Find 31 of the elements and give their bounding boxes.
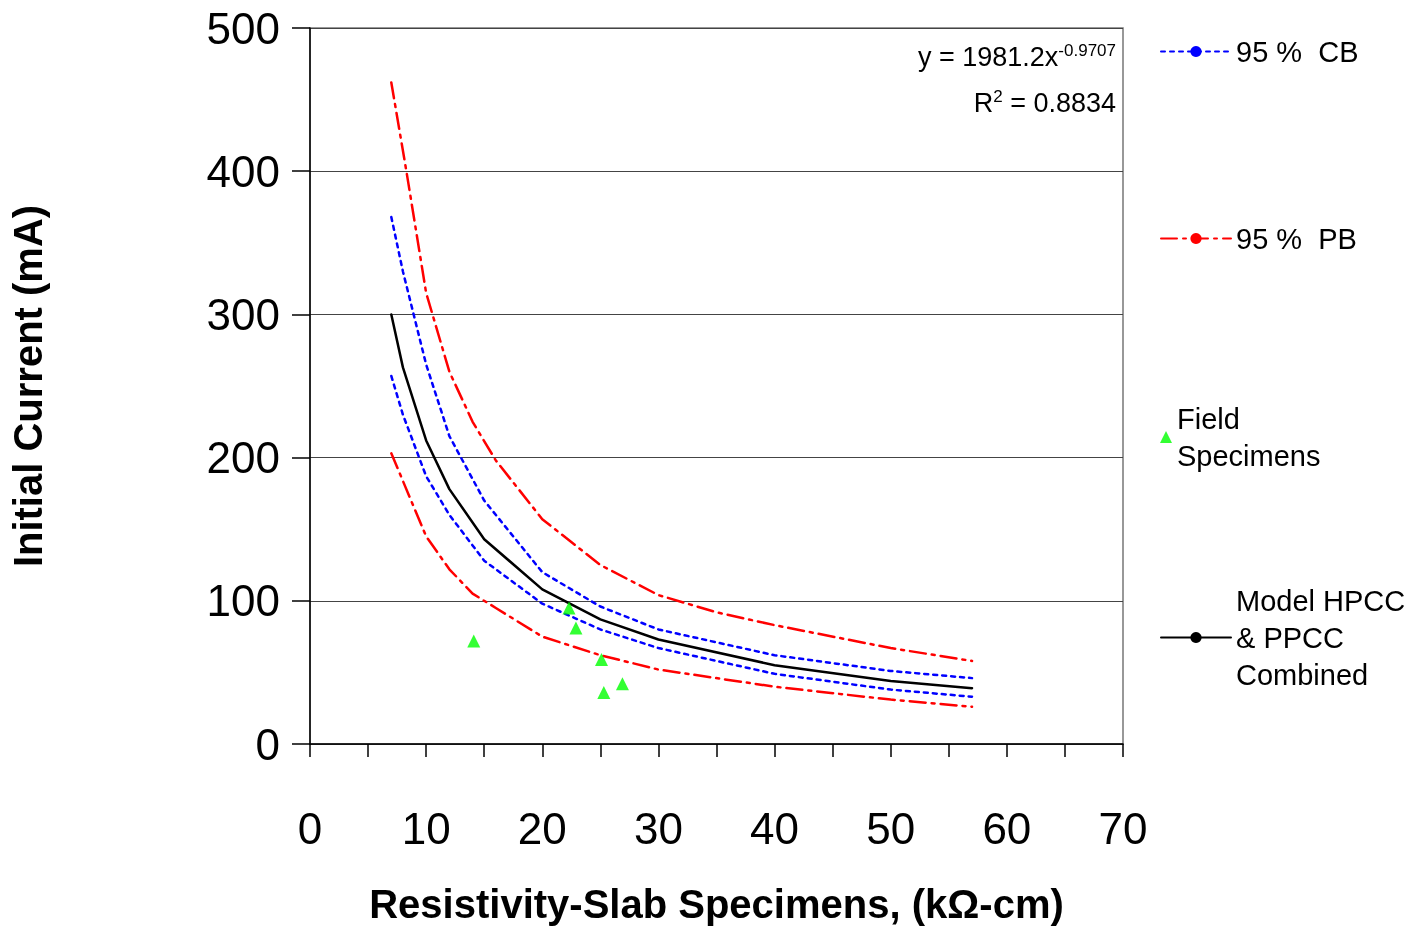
x-tick-label: 70: [1098, 803, 1148, 853]
y-tick-label: 400: [206, 146, 280, 196]
point: [467, 634, 481, 648]
x-tick-label: 60: [982, 803, 1032, 853]
legend-label: 95 % CB: [1236, 35, 1359, 68]
point: [615, 677, 629, 691]
x-axis-title: Resistivity-Slab Specimens, (kΩ-cm): [369, 882, 1064, 926]
point: [562, 601, 576, 615]
x-tick-label: 10: [401, 803, 451, 853]
point: [597, 685, 611, 699]
x-tick-label: 40: [750, 803, 800, 853]
point: [595, 653, 609, 667]
x-tick-label: 50: [866, 803, 916, 853]
line-series: [390, 81, 974, 663]
x-tick-label: 0: [297, 803, 323, 853]
line-series: [390, 452, 974, 709]
line-series: [390, 313, 974, 690]
y-tick-label: 300: [206, 289, 280, 339]
y-tick-label: 100: [206, 576, 280, 626]
x-tick-label: 30: [633, 803, 683, 853]
x-tick-label: 20: [517, 803, 567, 853]
line-series: [390, 215, 974, 680]
y-axis-title: Initial Current (mA): [6, 204, 50, 568]
y-tick-label: 500: [206, 3, 280, 53]
legend-label: Model HPCC & PPCC Combined: [1236, 584, 1406, 691]
y-tick-label: 0: [255, 719, 280, 769]
legend-label: 95 % PB: [1236, 222, 1357, 255]
legend-label: Field Specimens: [1177, 402, 1321, 472]
line-series: [390, 374, 974, 698]
point: [569, 621, 583, 635]
y-tick-label: 200: [206, 433, 280, 483]
